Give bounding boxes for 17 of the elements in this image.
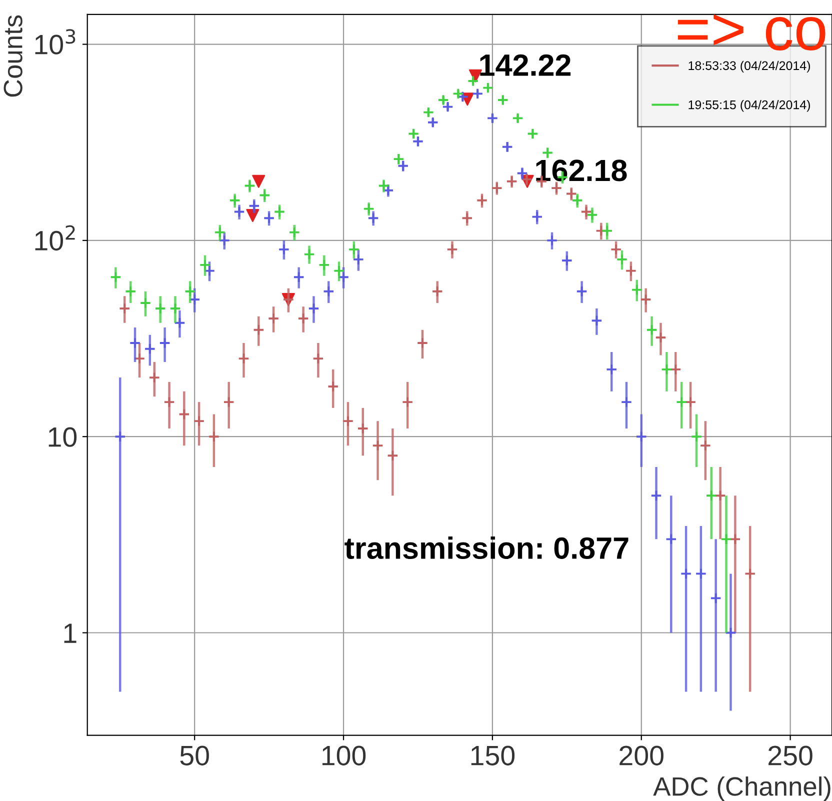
y-tick-label: 10$^{2}$ — [35, 225, 75, 251]
legend-label: 19:55:15 (04/24/2014) — [688, 100, 810, 112]
annotation: => co — [678, 14, 826, 50]
y-tick-label: 1 — [64, 624, 76, 643]
x-tick-label: 250 — [768, 746, 812, 766]
x-tick-label: 200 — [620, 746, 664, 766]
y-tick-label: 10 — [48, 427, 77, 447]
y-axis-title: Counts — [4, 15, 22, 97]
annotation: 142.22 — [480, 54, 571, 76]
x-tick-label: 150 — [471, 746, 515, 766]
annotation: 162.18 — [536, 160, 627, 182]
annotation: transmission: 0.877 — [344, 536, 628, 559]
x-axis-title: ADC (Channel) — [653, 776, 830, 801]
legend-label: 18:53:33 (04/24/2014) — [688, 60, 810, 73]
y-tick-label: 10$^{3}$ — [35, 29, 76, 54]
x-tick-label: 100 — [322, 746, 366, 766]
x-tick-label: 50 — [180, 746, 209, 766]
